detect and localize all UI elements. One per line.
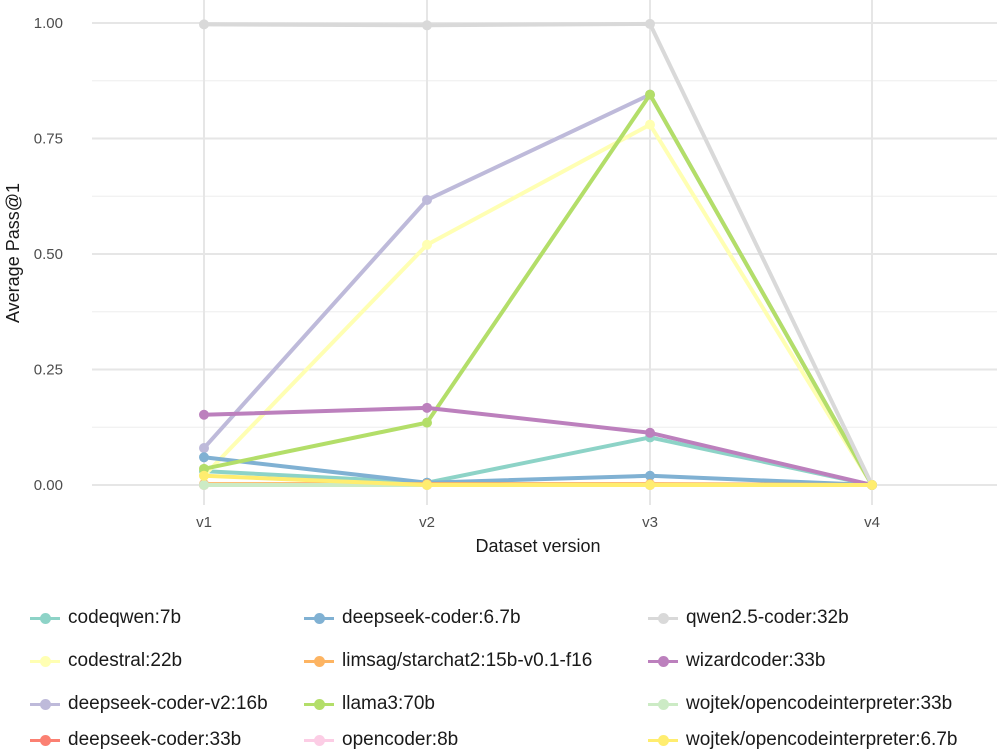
- data-point: [645, 18, 655, 29]
- data-point: [199, 443, 209, 454]
- data-point: [199, 480, 209, 490]
- series-line: [202, 92, 874, 486]
- data-point: [199, 463, 209, 474]
- series-wojtek-opencodeinterpreter-6-7b: [199, 470, 877, 490]
- x-tick-label: v2: [419, 514, 435, 531]
- data-point: [422, 402, 432, 413]
- x-tick-label: v3: [642, 514, 658, 531]
- series-line: [203, 473, 872, 487]
- series-llama3-70b: [199, 89, 877, 490]
- y-axis-ticks: 0.00 0.25 0.50 0.75 1.00: [34, 15, 63, 494]
- y-tick-label: 0.00: [34, 477, 63, 494]
- data-point: [199, 452, 209, 463]
- series-deepseek-coder-v2-16b: [199, 89, 877, 490]
- series-line: [203, 405, 873, 487]
- data-point: [645, 89, 655, 100]
- x-tick-label: v4: [864, 514, 880, 531]
- data-point: [422, 194, 432, 205]
- y-tick-label: 0.50: [34, 246, 63, 263]
- y-axis-label: Average Pass@1: [3, 183, 23, 323]
- x-axis-ticks: v1 v2 v3 v4: [196, 514, 880, 531]
- series-line: [202, 122, 874, 487]
- data-point: [422, 417, 432, 428]
- y-tick-label: 0.25: [34, 362, 63, 379]
- data-point: [645, 119, 655, 130]
- data-point: [645, 470, 655, 481]
- data-point: [199, 19, 209, 30]
- data-point: [422, 239, 432, 250]
- series-line: [203, 435, 873, 487]
- series-codestral-22b: [199, 119, 877, 490]
- series-line: [203, 92, 874, 486]
- data-point: [645, 427, 655, 438]
- data-point: [199, 409, 209, 420]
- data-point: [645, 480, 655, 490]
- y-tick-label: 0.75: [34, 131, 63, 148]
- series-line: [203, 455, 873, 487]
- x-tick-label: v1: [196, 514, 212, 531]
- data-point: [422, 20, 432, 31]
- data-point: [199, 470, 209, 481]
- data-point: [422, 480, 432, 490]
- y-tick-label: 1.00: [34, 15, 63, 32]
- x-axis-label: Dataset version: [475, 536, 600, 556]
- series-line: [203, 21, 874, 486]
- data-point: [867, 480, 877, 490]
- series-lines: [199, 18, 877, 490]
